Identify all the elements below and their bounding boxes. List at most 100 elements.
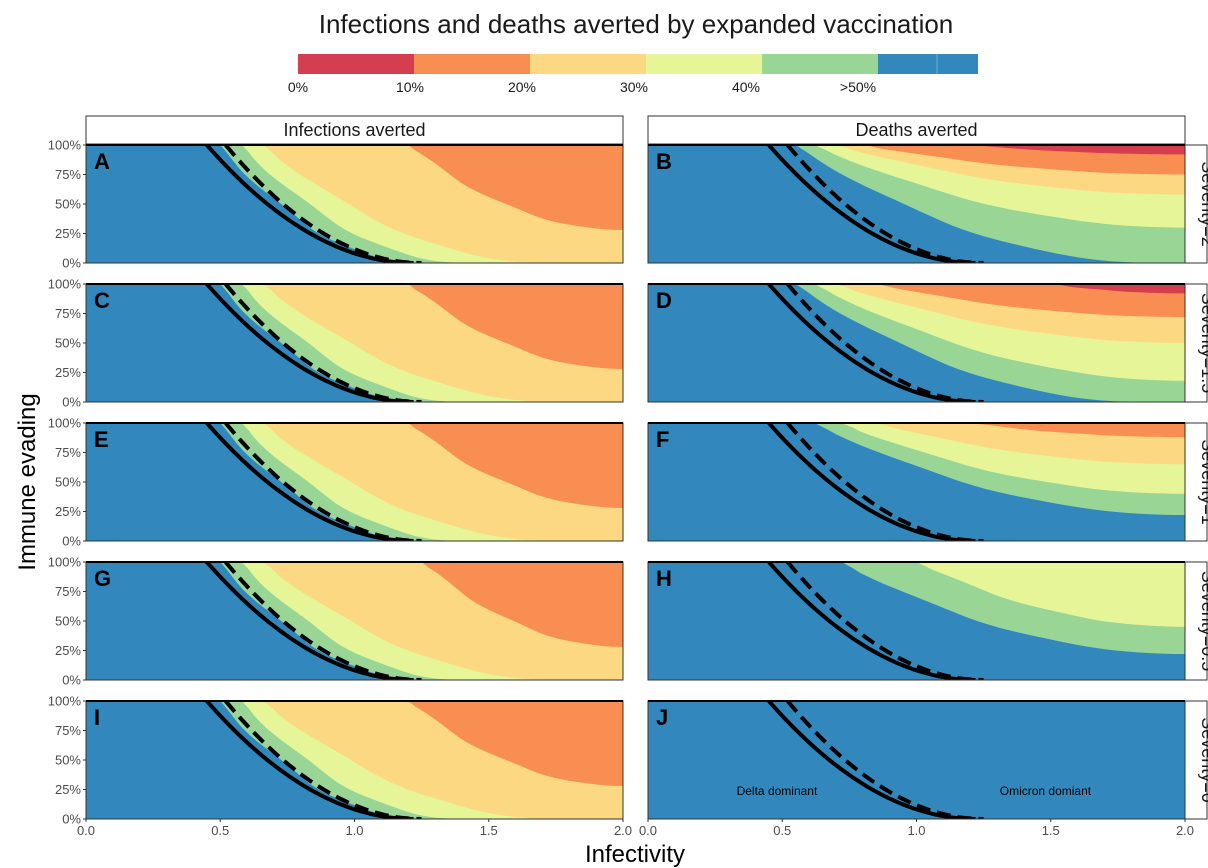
panel-letter: D <box>656 288 672 313</box>
annotation-omicron: Omicron domiant <box>1000 784 1092 798</box>
y-tick-label: 100% <box>48 694 82 709</box>
panel-letter: H <box>656 566 672 591</box>
y-tick-label: 75% <box>55 306 81 321</box>
boundary-dashed <box>224 562 422 680</box>
boundary-solid <box>205 562 414 680</box>
legend-label: 10% <box>396 79 424 95</box>
y-tick-label: 100% <box>48 138 82 153</box>
legend-label: 0% <box>288 79 308 95</box>
region-10-20 <box>408 145 623 230</box>
strip-col-label: Deaths averted <box>855 120 977 140</box>
region-10-20 <box>408 423 623 508</box>
region-gt50 <box>648 701 1185 819</box>
panel-A: A <box>85 144 624 264</box>
y-tick-label: 50% <box>55 336 81 351</box>
y-tick-label: 100% <box>48 416 82 431</box>
panel-content <box>648 701 1185 819</box>
x-tick-label: 2.0 <box>1176 823 1194 838</box>
panels: Infections averted Deaths averted Severity… <box>48 115 1208 838</box>
legend-swatch-4 <box>762 54 878 74</box>
boundary-solid <box>767 284 976 402</box>
panel-content <box>86 145 623 263</box>
legend-swatch-2 <box>530 54 646 74</box>
annotation-delta: Delta dominant <box>737 784 818 798</box>
panel-E: E <box>85 422 624 542</box>
y-tick-label: 50% <box>55 475 81 490</box>
y-tick-label: 0% <box>62 673 81 688</box>
x-tick-label: 2.0 <box>614 823 632 838</box>
panel-J: J Delta dominant Omicron domiant <box>647 700 1186 820</box>
panel-letter: E <box>94 427 109 452</box>
strip-row-label: Severity=1 <box>1198 439 1208 525</box>
boundary-dashed <box>224 284 422 402</box>
legend-swatch-1 <box>414 54 530 74</box>
legend-label: 30% <box>620 79 648 95</box>
region-0-10 <box>970 145 1185 155</box>
region-10-20 <box>408 701 623 786</box>
y-tick-label: 100% <box>48 277 82 292</box>
panel-content <box>86 284 623 402</box>
chart-title: Infections and deaths averted by expande… <box>319 9 954 39</box>
panel-H: H <box>647 561 1186 681</box>
x-tick-label: 1.5 <box>1042 823 1060 838</box>
x-axis-title: Infectivity <box>585 841 685 868</box>
x-tick-label: 1.5 <box>480 823 498 838</box>
y-tick-label: 75% <box>55 723 81 738</box>
strip-row-label: Severity=0 <box>1198 717 1208 803</box>
panel-content <box>86 562 623 680</box>
panel-content <box>648 284 1185 402</box>
y-tick-label: 25% <box>55 782 81 797</box>
legend-swatch-0 <box>298 54 414 74</box>
boundary-dashed <box>786 145 984 263</box>
boundary-dashed <box>224 701 422 819</box>
panel-content <box>648 423 1185 541</box>
y-tick-label: 25% <box>55 365 81 380</box>
y-tick-label: 25% <box>55 643 81 658</box>
boundary-solid <box>767 423 976 541</box>
boundary-dashed <box>786 423 984 541</box>
panel-content <box>86 423 623 541</box>
boundary-solid <box>767 701 976 819</box>
region-10-20 <box>876 284 1185 317</box>
boundary-dashed <box>786 284 984 402</box>
y-tick-label: 25% <box>55 226 81 241</box>
panel-letter: B <box>656 149 672 174</box>
panel-B: B <box>647 144 1186 264</box>
panel-letter: J <box>656 705 668 730</box>
strip-row-label: Severity=2 <box>1198 161 1208 247</box>
boundary-dashed <box>224 423 422 541</box>
legend-label: >50% <box>840 79 876 95</box>
boundary-dashed <box>786 562 984 680</box>
strip-col-0 <box>85 115 624 145</box>
x-tick-label: 0.5 <box>773 823 791 838</box>
panel-letter: G <box>94 566 111 591</box>
boundary-dashed <box>224 145 422 263</box>
boundary-solid <box>767 562 976 680</box>
panel-D: D <box>647 283 1186 403</box>
x-tick-label: 1.0 <box>907 823 925 838</box>
region-0-10 <box>1050 284 1185 294</box>
strip-row-label: Severity=1.5 <box>1198 293 1208 394</box>
legend-swatch-3 <box>646 54 762 74</box>
strip-row-label: Severity=0.5 <box>1198 571 1208 672</box>
boundary-dashed <box>786 701 984 819</box>
panel-content <box>648 145 1185 263</box>
boundary-solid <box>767 145 976 263</box>
x-tick-label: 0.0 <box>77 823 95 838</box>
panel-G: G <box>85 561 624 681</box>
panel-content <box>86 701 623 819</box>
boundary-solid <box>205 423 414 541</box>
y-tick-label: 100% <box>48 555 82 570</box>
y-tick-label: 0% <box>62 812 81 827</box>
y-tick-label: 75% <box>55 167 81 182</box>
boundary-solid <box>205 145 414 263</box>
y-tick-label: 50% <box>55 197 81 212</box>
y-axis-title: Immune evading <box>14 393 41 570</box>
panel-F: F <box>647 422 1186 542</box>
region-30-40 <box>916 562 1185 627</box>
strip-col-label: Infections averted <box>283 120 425 140</box>
y-tick-label: 0% <box>62 256 81 271</box>
y-tick-label: 0% <box>62 395 81 410</box>
panel-content <box>648 562 1185 680</box>
